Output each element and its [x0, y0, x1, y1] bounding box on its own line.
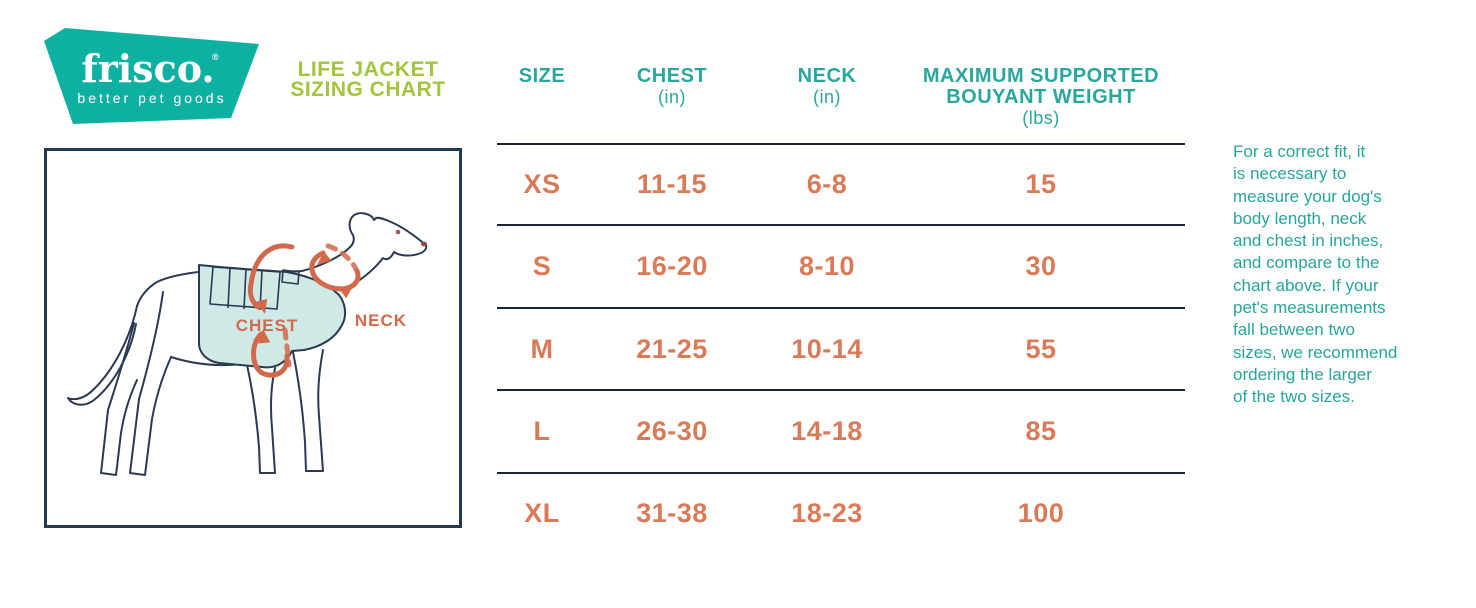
page-title: LIFE JACKET SIZING CHART — [283, 58, 453, 101]
weight-cell: 85 — [1025, 416, 1057, 446]
dog-front-leg-front — [292, 349, 324, 472]
dog-illustration-icon: CHEST NECK — [67, 212, 428, 476]
table-row: S 16-20 8-10 30 — [497, 224, 1185, 307]
fit-instructions-note: For a correct fit, it is necessary to me… — [1233, 142, 1398, 407]
logo-banner-shape — [44, 28, 259, 124]
chest-label: CHEST — [236, 316, 299, 335]
neck-cell: 10-14 — [791, 333, 863, 364]
weight-cell: 55 — [1025, 333, 1057, 364]
dog-rear-leg-front — [129, 291, 172, 476]
header-size: SIZE — [518, 65, 566, 87]
table-row: XS 11-15 6-8 15 — [497, 143, 1185, 224]
page-title-line2: SIZING CHART — [290, 78, 446, 101]
header-neck-unit: (in) — [813, 87, 841, 107]
header-weight: MAXIMUM SUPPORTED BOUYANT WEIGHT (lbs) — [897, 55, 1185, 129]
neck-tape-arc — [309, 250, 361, 292]
vest-handle-panel — [209, 266, 281, 310]
size-cell: M — [530, 333, 554, 364]
chest-cell: 16-20 — [636, 251, 708, 281]
trademark-symbol: ® — [212, 52, 219, 62]
weight-cell: 30 — [1025, 251, 1057, 281]
brand-tagline: better pet goods — [77, 90, 226, 106]
brand-name: frisco. — [81, 46, 214, 91]
chest-cell: 21-25 — [636, 333, 708, 364]
size-cell: L — [533, 416, 551, 446]
frisco-logo: frisco. ® better pet goods — [44, 27, 260, 127]
table-row: L 26-30 14-18 85 — [497, 389, 1185, 472]
dog-measurement-diagram: CHEST NECK — [44, 148, 462, 528]
table-header-row: SIZE CHEST (in) NECK (in) MAXIMUM SUPPOR… — [497, 55, 1185, 143]
chest-arrow-down-icon — [255, 298, 268, 314]
dog-muzzle-neck — [342, 244, 428, 291]
chest-tape-hidden-dashes — [282, 327, 292, 368]
vest-buckle — [281, 269, 300, 285]
table-row: M 21-25 10-14 55 — [497, 307, 1185, 389]
neck-cell: 18-23 — [791, 497, 863, 528]
sizing-table: SIZE CHEST (in) NECK (in) MAXIMUM SUPPOR… — [497, 55, 1185, 552]
dog-tail — [67, 305, 138, 406]
neck-label: NECK — [355, 311, 407, 330]
chest-arrow-up-icon — [258, 329, 271, 344]
dog-eye — [395, 229, 401, 235]
neck-cell: 8-10 — [798, 251, 856, 281]
chest-cell: 11-15 — [636, 169, 708, 199]
dog-nose — [421, 241, 427, 247]
frisco-logo-banner-icon: frisco. ® better pet goods — [44, 28, 259, 124]
table-row: XL 31-38 18-23 100 — [497, 472, 1185, 552]
size-cell: XL — [524, 497, 560, 528]
neck-cell: 6-8 — [806, 169, 848, 199]
weight-cell: 15 — [1025, 169, 1057, 199]
neck-arrow-down-icon — [317, 251, 332, 265]
neck-tape-hidden-dashes — [325, 243, 360, 274]
chest-cell: 31-38 — [636, 497, 708, 528]
chest-tape-bottom-arc — [251, 331, 290, 378]
size-cell: XS — [523, 169, 561, 199]
weight-cell: 100 — [1017, 497, 1065, 528]
dog-front-leg-back — [246, 364, 276, 474]
header-chest-unit: (in) — [658, 87, 686, 107]
page-title-line1: LIFE JACKET — [297, 58, 439, 81]
life-jacket-vest — [197, 264, 347, 369]
neck-arrow-up-icon — [337, 286, 353, 299]
chest-cell: 26-30 — [636, 416, 708, 446]
size-cell: S — [532, 251, 552, 281]
chest-tape-top-arc — [247, 243, 295, 310]
dog-back-and-head — [136, 212, 427, 307]
header-weight-unit: (lbs) — [1022, 108, 1060, 128]
header-neck: NECK (in) — [757, 55, 897, 108]
dog-rear-leg-back — [100, 322, 138, 476]
neck-cell: 14-18 — [791, 416, 863, 446]
header-chest: CHEST (in) — [587, 55, 757, 108]
